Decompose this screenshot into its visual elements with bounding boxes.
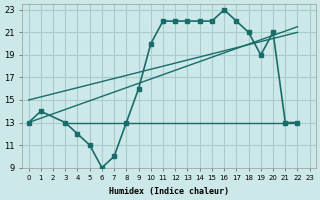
X-axis label: Humidex (Indice chaleur): Humidex (Indice chaleur) — [109, 187, 229, 196]
